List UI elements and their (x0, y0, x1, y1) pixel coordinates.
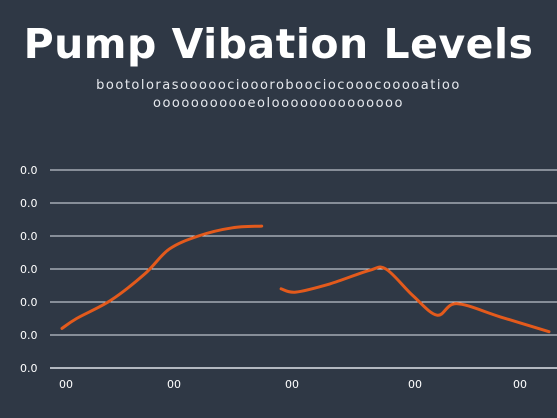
series-line-segment (60, 224, 264, 330)
grid-lines (50, 169, 557, 369)
x-tick-label: 00 (513, 378, 527, 391)
y-tick-label: 0.0 (20, 329, 38, 342)
x-tick-label: 00 (167, 378, 181, 391)
y-tick-label: 0.0 (20, 197, 38, 210)
chart-title: Pump Vibation Levels (23, 20, 534, 68)
chart-subtitle-line-2: ooooooooooeoloooooooooooooo (153, 96, 404, 111)
y-tick-label: 0.0 (20, 263, 38, 276)
chart-subtitle-line-1: bootolorasooooocioooroboociocooocooooati… (96, 78, 461, 93)
x-tick-label: 00 (59, 378, 73, 391)
x-tick-label: 00 (285, 378, 299, 391)
series-lines (60, 224, 551, 334)
x-axis-tick-labels: 00 00 00 00 00 (59, 378, 527, 391)
y-axis-tick-labels: 0.0 0.0 0.0 0.0 0.0 0.0 0.0 (20, 164, 38, 375)
y-tick-label: 0.0 (20, 164, 38, 177)
x-tick-label: 00 (408, 378, 422, 391)
y-tick-label: 0.0 (20, 362, 38, 375)
y-tick-label: 0.0 (20, 296, 38, 309)
y-tick-label: 0.0 (20, 230, 38, 243)
series-line-segment (279, 265, 551, 334)
